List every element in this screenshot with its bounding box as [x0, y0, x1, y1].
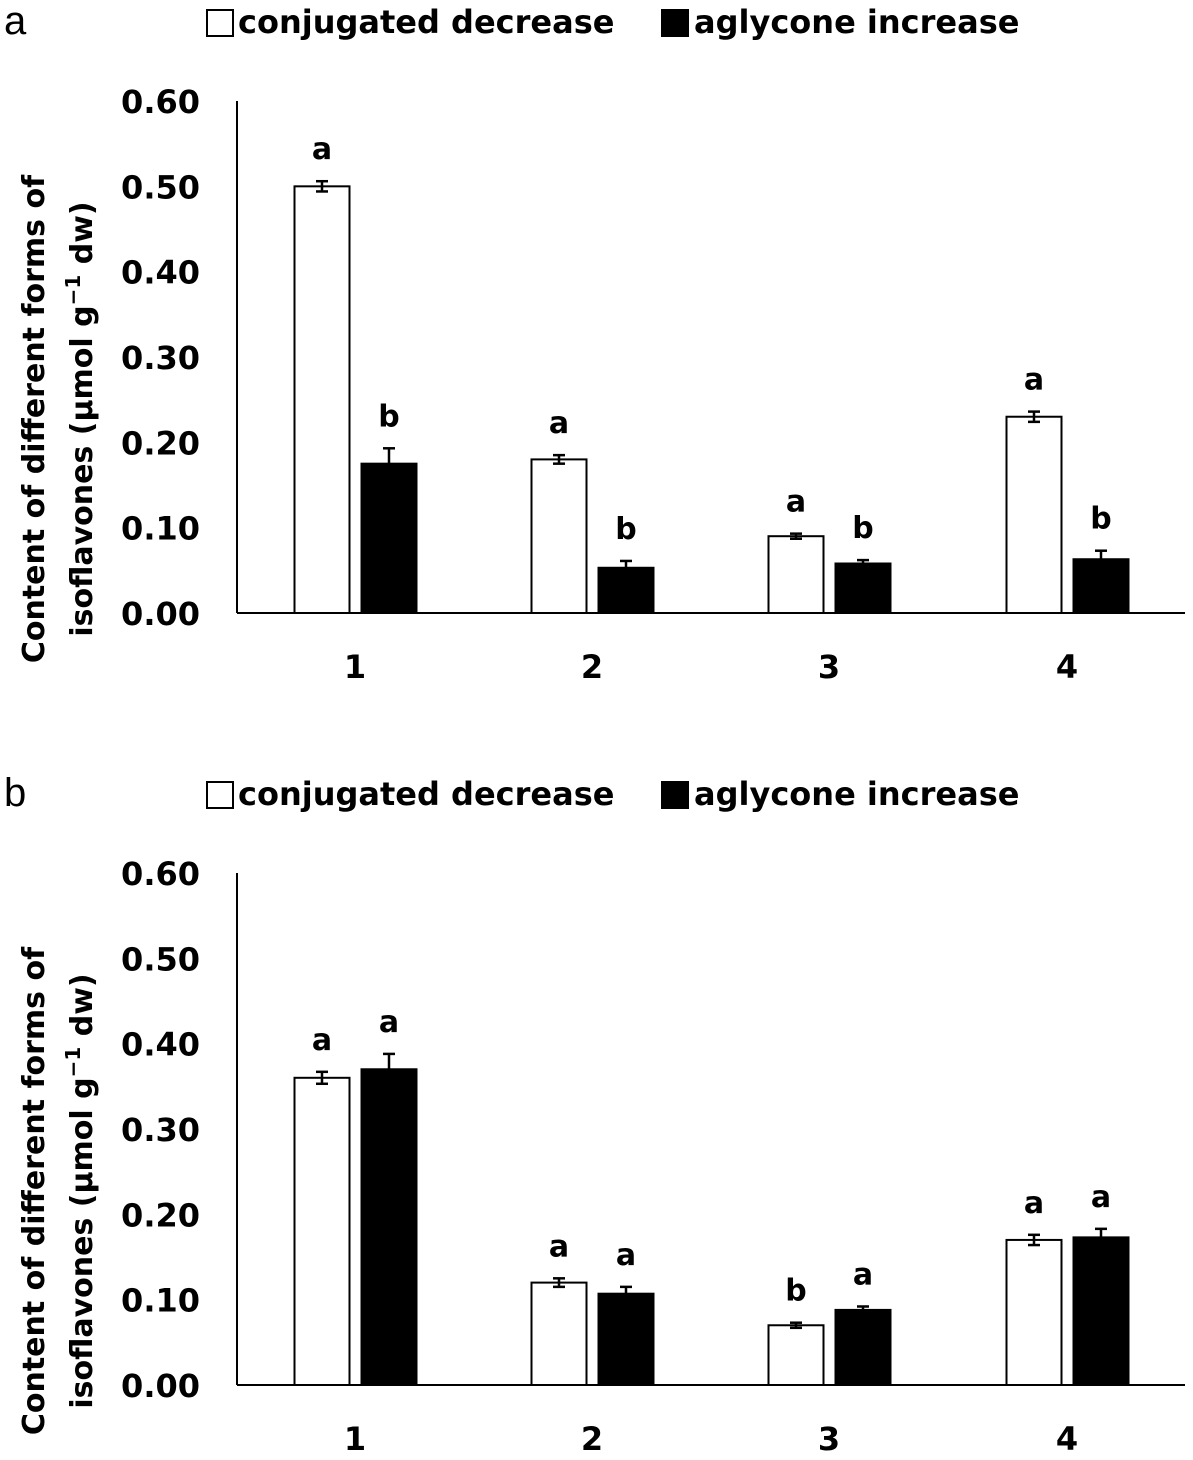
- y-axis-label-tail: dw): [65, 201, 100, 274]
- y-tick-label: 0.10: [121, 1282, 200, 1320]
- legend-swatch-0: [206, 9, 234, 37]
- y-axis-label-superscript: −1: [61, 1047, 85, 1078]
- y-tick-label: 0.10: [121, 510, 200, 548]
- chart-panel-b: b conjugated decrease aglycone increase Con…: [4, 772, 1185, 1458]
- y-axis-label-line1: Content of different forms of: [17, 946, 52, 1435]
- y-tick-label: 0.40: [121, 1026, 200, 1064]
- legend-swatch-1: [661, 9, 689, 37]
- y-tick-label: 0.20: [121, 1196, 200, 1234]
- legend-swatch-0: [206, 781, 234, 809]
- panel-label: a: [4, 0, 27, 43]
- chart-panel-a: a conjugated decrease aglycone increase Con…: [4, 0, 1185, 686]
- error-bar-s1-c4: [1095, 549, 1107, 570]
- bar-s0-c1: [293, 1076, 351, 1386]
- x-tick-label: 2: [581, 648, 603, 686]
- error-bar-s1-c3: [857, 558, 869, 569]
- bar-s1-c1: [360, 462, 418, 614]
- bar-s0-c4: [1005, 1238, 1063, 1386]
- bar-s1-c1: [360, 1068, 418, 1386]
- bar-s0-c1: [293, 185, 351, 614]
- error-bar-s1-c3: [857, 1305, 869, 1315]
- error-bar-s1-c1: [383, 1052, 395, 1086]
- legend-label-1: aglycone increase: [694, 3, 1019, 41]
- x-tick-label: 1: [344, 1420, 366, 1458]
- y-tick-label: 0.60: [121, 83, 200, 121]
- y-axis-label-main: isoflavones (µmol g: [65, 1077, 100, 1408]
- error-bar-s0-c3: [790, 1321, 802, 1330]
- bar-s1-c2: [597, 1292, 655, 1387]
- bar-s0-c2: [530, 1281, 588, 1387]
- error-bar-s0-c1: [316, 1070, 328, 1086]
- significance-letter: a: [312, 1023, 332, 1058]
- significance-letter: a: [1024, 363, 1044, 398]
- x-tick-label: 3: [818, 648, 840, 686]
- legend-swatch-1: [661, 781, 689, 809]
- error-bar-s1-c1: [383, 447, 395, 481]
- legend-label-0: conjugated decrease: [238, 3, 614, 41]
- significance-letter: a: [549, 406, 569, 441]
- panel-label: b: [4, 772, 26, 815]
- y-axis-label-tail: dw): [65, 973, 100, 1046]
- legend-label-0: conjugated decrease: [238, 775, 614, 813]
- significance-letter: a: [312, 132, 332, 167]
- error-bar-s0-c4: [1028, 410, 1040, 424]
- y-tick-label: 0.00: [121, 1367, 200, 1405]
- x-tick-label: 3: [818, 1420, 840, 1458]
- y-axis-label-superscript: −1: [61, 275, 85, 306]
- error-bar-s0-c1: [316, 179, 328, 193]
- bar-s0-c2: [530, 458, 588, 614]
- bar-s0-c3: [767, 1324, 825, 1386]
- y-tick-label: 0.50: [121, 940, 200, 978]
- significance-letter: b: [615, 512, 636, 547]
- y-tick-label: 0.30: [121, 339, 200, 377]
- error-bar-s1-c2: [620, 559, 632, 576]
- y-axis-label-main: isoflavones (µmol g: [65, 305, 100, 636]
- y-tick-label: 0.60: [121, 855, 200, 893]
- bar-s0-c4: [1005, 415, 1063, 614]
- significance-letter: a: [853, 1257, 873, 1292]
- x-tick-label: 1: [344, 648, 366, 686]
- x-tick-label: 2: [581, 1420, 603, 1458]
- x-tick-label: 4: [1056, 1420, 1078, 1458]
- y-axis-label-line2: isoflavones (µmol g−1 dw): [61, 201, 100, 636]
- error-bar-s1-c4: [1095, 1227, 1107, 1248]
- significance-letter: a: [1024, 1186, 1044, 1221]
- y-tick-label: 0.30: [121, 1111, 200, 1149]
- bar-s0-c3: [767, 535, 825, 615]
- bar-s1-c3: [834, 1308, 892, 1387]
- legend-label-1: aglycone increase: [694, 775, 1019, 813]
- significance-letter: a: [1091, 1180, 1111, 1215]
- significance-letter: b: [1090, 502, 1111, 537]
- y-tick-label: 0.00: [121, 595, 200, 633]
- significance-letter: b: [852, 511, 873, 546]
- error-bar-s1-c2: [620, 1285, 632, 1302]
- bar-s1-c4: [1072, 1236, 1130, 1386]
- significance-letter: b: [378, 399, 399, 434]
- y-tick-label: 0.20: [121, 424, 200, 462]
- y-axis-label-line2: isoflavones (µmol g−1 dw): [61, 973, 100, 1408]
- y-tick-label: 0.40: [121, 254, 200, 292]
- significance-letter: a: [549, 1229, 569, 1264]
- error-bar-s0-c2: [553, 1277, 565, 1289]
- significance-letter: a: [786, 485, 806, 520]
- significance-letter: a: [616, 1238, 636, 1273]
- error-bar-s0-c2: [553, 453, 565, 465]
- y-tick-label: 0.50: [121, 168, 200, 206]
- significance-letter: a: [379, 1005, 399, 1040]
- error-bar-s0-c3: [790, 532, 802, 541]
- significance-letter: b: [785, 1274, 806, 1309]
- y-axis-label-line1: Content of different forms of: [17, 174, 52, 663]
- error-bar-s0-c4: [1028, 1233, 1040, 1247]
- bar-s1-c3: [834, 562, 892, 614]
- x-tick-label: 4: [1056, 648, 1078, 686]
